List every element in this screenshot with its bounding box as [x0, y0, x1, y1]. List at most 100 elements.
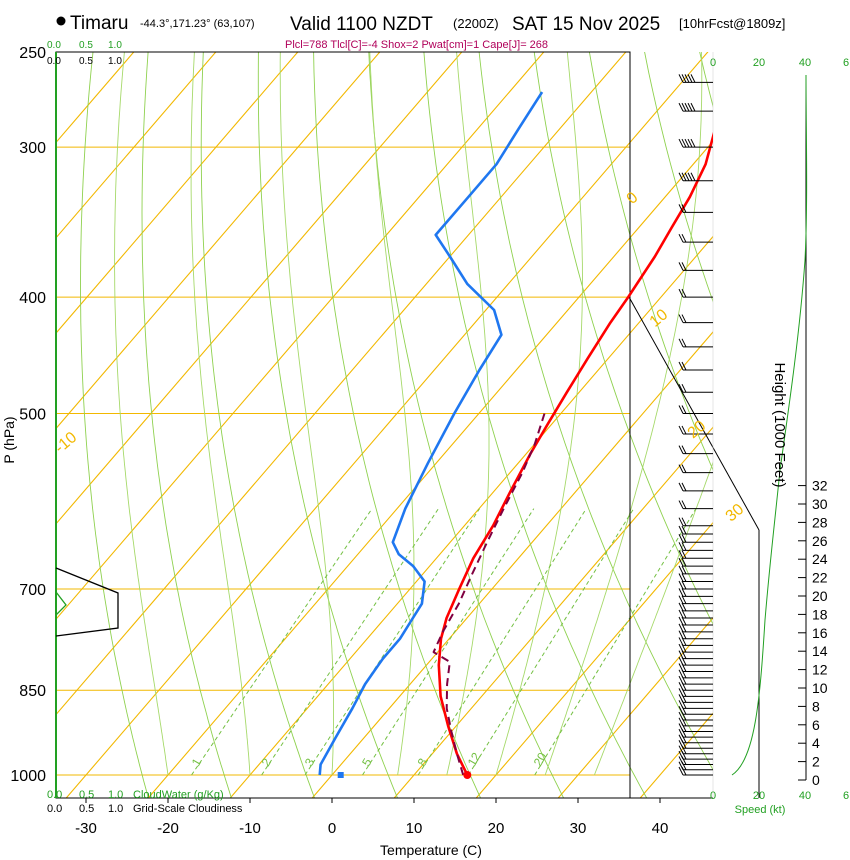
- wind-barb-flag: [678, 565, 684, 575]
- height-tick-label: 0: [812, 772, 820, 788]
- wind-barb-flag: [681, 565, 687, 575]
- dry-adiabat: [588, 52, 713, 471]
- speed-tick-top: 6: [843, 57, 849, 69]
- temp-tick-label: -10: [239, 820, 261, 837]
- series-dewpoint: [318, 91, 544, 776]
- wind-barb-flag: [681, 542, 687, 551]
- wind-barb-flag: [681, 616, 687, 626]
- utc-time: (2200Z): [453, 16, 499, 31]
- isotherm-line: [56, 52, 381, 430]
- wind-barb-flag: [678, 656, 684, 666]
- mixing-ratio-label: 20: [531, 750, 550, 769]
- dry-adiabat: [257, 52, 399, 798]
- wind-barb-flag: [681, 445, 687, 454]
- height-tick-label: 8: [812, 698, 820, 714]
- isotherm-line: [557, 617, 713, 798]
- isotherm-line: [56, 52, 463, 525]
- moist-adiabat: [544, 52, 703, 776]
- speed-tick-bottom: 6: [843, 790, 849, 802]
- mixing-ratio-label: 8: [415, 756, 431, 769]
- height-tick-label: 22: [812, 570, 828, 586]
- dry-adiabat: [141, 52, 232, 798]
- wind-barb-flag: [681, 383, 687, 393]
- wind-barb-flag: [678, 361, 684, 371]
- speed-tick-top: 20: [753, 57, 765, 69]
- dry-adiabat: [200, 52, 315, 798]
- speed-tick-bottom: 0: [710, 790, 716, 802]
- wind-barb-flag: [681, 573, 687, 582]
- mixing-ratio-line: [534, 508, 697, 776]
- wind-barb-flag: [678, 728, 684, 738]
- wind-barb-flag: [678, 609, 684, 619]
- wind-barb-flag: [678, 314, 684, 323]
- cloudwater-profile: [55, 591, 67, 616]
- wind-barb-flag: [681, 288, 687, 298]
- mixing-ratio-line: [417, 508, 587, 776]
- wind-barb-flag: [678, 102, 684, 112]
- wind-barb-flag: [681, 500, 687, 509]
- wind-barb-flag: [678, 74, 684, 83]
- cloud-bot-green-0: 0.0: [47, 789, 62, 801]
- isotherm-line: [56, 52, 627, 716]
- forecast-hour: [10hrFcst@1809z]: [679, 16, 785, 31]
- moist-adiabat: [495, 52, 583, 776]
- surface-temp-marker: [463, 771, 472, 779]
- cloudiness-label: Grid-Scale Cloudiness: [133, 803, 243, 815]
- isotherm-line: [475, 521, 713, 798]
- dry-adiabat: [313, 52, 482, 798]
- dry-adiabat: [750, 31, 850, 801]
- valid-time: Valid 1100 NZDT: [290, 14, 433, 35]
- wind-barb-flag: [678, 650, 684, 659]
- cloud-bot-green-1: 0.5: [79, 789, 94, 801]
- wind-barb-flag: [678, 669, 684, 679]
- isotherm-label: 20: [685, 417, 710, 442]
- mixing-ratio-line: [362, 508, 535, 776]
- series-lines: [318, 91, 713, 779]
- isotherm-line: [65, 52, 709, 798]
- wind-barb-flag: [678, 694, 684, 703]
- isotherm-label: 30: [723, 501, 748, 526]
- isotherm-line: [229, 235, 713, 798]
- cloud-top-black-2: 1.0: [108, 56, 122, 67]
- wind-barb-flag: [678, 425, 684, 435]
- y-axis-title: P (hPa): [1, 416, 17, 463]
- wind-barb-flag: [678, 204, 684, 213]
- wind-barb-flag: [678, 445, 684, 454]
- wind-barb-flag: [678, 550, 684, 559]
- wind-barb-flag: [681, 550, 687, 559]
- temp-tick-label: -20: [157, 820, 179, 837]
- wind-barb-flag: [681, 172, 687, 181]
- wind-barb-flag: [678, 595, 684, 604]
- height-tick-label: 16: [812, 625, 828, 641]
- wind-barbs: [678, 74, 713, 776]
- isotherm-line: [311, 331, 713, 798]
- dry-adiabat: [533, 52, 713, 626]
- wind-barb-flag: [678, 588, 684, 597]
- wind-barb-flag: [681, 338, 687, 348]
- moist-adiabat: [593, 461, 713, 776]
- wind-barb-flag: [678, 383, 684, 393]
- height-tick-label: 26: [812, 533, 828, 549]
- pressure-tick-label: 700: [19, 582, 46, 599]
- wind-barb-flag: [678, 557, 684, 567]
- wind-barb-flag: [681, 482, 687, 492]
- wind-barb-flag: [687, 102, 693, 112]
- speed-tick-bottom: 40: [799, 790, 811, 802]
- isotherm-line: [56, 52, 299, 334]
- wind-barb-flag: [684, 74, 690, 83]
- wind-barb-flag: [681, 602, 687, 612]
- mixing-ratio-line: [261, 508, 439, 776]
- mixing-ratio-label: 12: [465, 750, 484, 769]
- station-dot: [56, 16, 66, 26]
- cloud-top-black-1: 0.5: [79, 56, 93, 67]
- pressure-tick-label: 850: [19, 683, 46, 700]
- wind-barb-flag: [681, 557, 687, 567]
- wind-barb-flag: [684, 102, 690, 112]
- wind-barb-flag: [681, 534, 687, 543]
- wind-barb-flag: [690, 102, 696, 112]
- wind-barb-flag: [678, 643, 684, 653]
- wind-barb-flag: [678, 750, 684, 760]
- wind-barb-flag: [678, 573, 684, 582]
- surface-dewpoint-marker: [337, 772, 344, 778]
- temp-tick-label: 20: [488, 820, 505, 837]
